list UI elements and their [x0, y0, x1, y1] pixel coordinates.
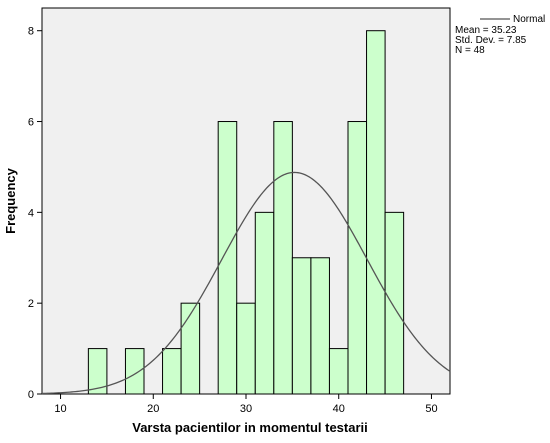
histogram-bar [87, 348, 108, 395]
x-tick-label: 10 [54, 403, 66, 415]
x-tick-label: 20 [147, 403, 159, 415]
y-tick-label: 6 [28, 117, 34, 129]
histogram-bar [366, 30, 386, 395]
histogram-bar [236, 302, 256, 395]
histogram-bar [217, 121, 238, 395]
y-tick-label: 2 [28, 298, 34, 310]
histogram-bar [273, 121, 293, 395]
histogram-bar [384, 211, 405, 395]
y-axis-title: Frequency [3, 167, 18, 234]
histogram-bar [180, 302, 201, 395]
y-tick-label: 0 [28, 389, 34, 401]
histogram-bar [328, 348, 349, 395]
legend: Normal Mean = 35.23 Std. Dev. = 7.85 N =… [455, 14, 545, 56]
x-axis-title: Varsta pacientilor in momentul testarii [132, 420, 368, 435]
y-axis: 0 2 4 6 8 [28, 26, 42, 401]
y-tick-label: 4 [28, 207, 34, 219]
y-tick-label: 8 [28, 26, 34, 38]
normal-curve [41, 171, 451, 395]
x-tick-label: 40 [333, 403, 345, 415]
x-axis: 10 20 30 40 50 [54, 394, 438, 415]
legend-std-dev: Std. Dev. = 7.85 [455, 35, 527, 46]
histogram-bar [347, 121, 368, 395]
legend-label: Normal [513, 14, 545, 25]
bars-group [87, 30, 405, 395]
legend-mean: Mean = 35.23 [455, 25, 517, 36]
histogram-bar [310, 257, 330, 395]
x-tick-label: 30 [240, 403, 252, 415]
histogram-bar [291, 257, 312, 395]
histogram-bar [162, 348, 182, 395]
legend-n: N = 48 [455, 45, 485, 56]
x-tick-label: 50 [425, 403, 437, 415]
histogram-bar [254, 211, 275, 395]
histogram-bar [124, 348, 145, 395]
